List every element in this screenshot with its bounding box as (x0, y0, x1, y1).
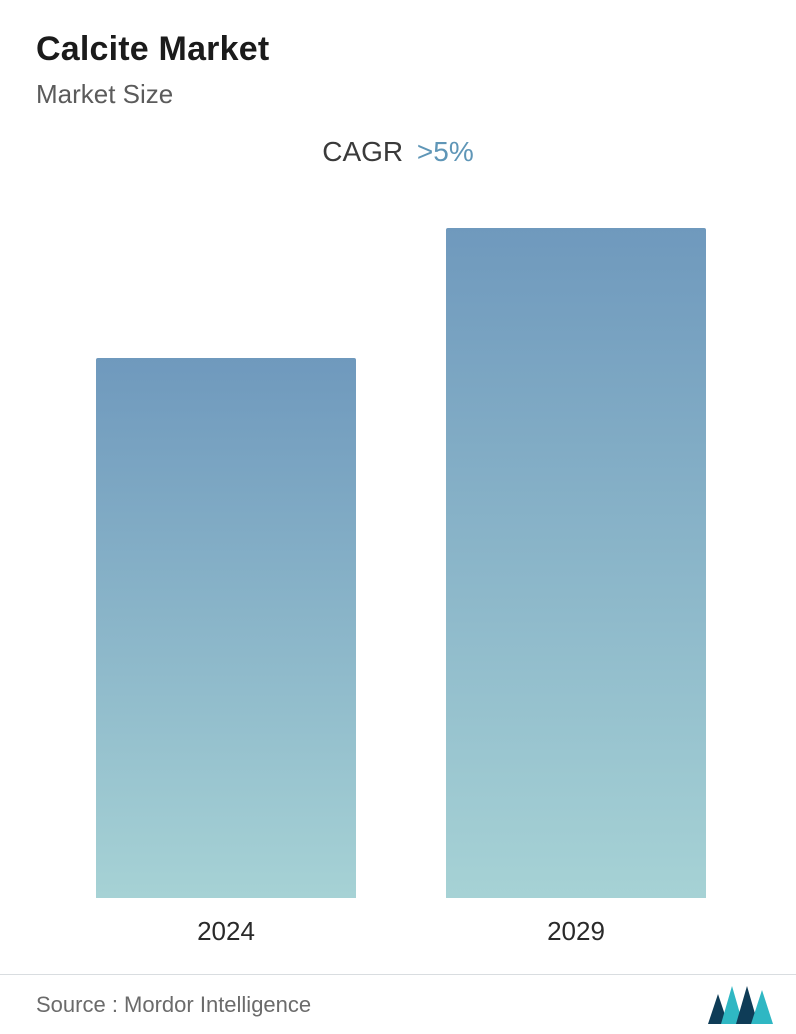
bar-2024 (96, 358, 356, 898)
page-subtitle: Market Size (36, 79, 760, 110)
x-axis-labels: 2024 2029 (36, 916, 760, 956)
cagr-value: >5% (417, 136, 474, 167)
bar-2029 (446, 228, 706, 898)
x-label-2029: 2029 (446, 916, 706, 947)
cagr-row: CAGR >5% (36, 136, 760, 168)
source-text: Source : Mordor Intelligence (36, 992, 311, 1018)
footer: Source : Mordor Intelligence (0, 974, 796, 1034)
page-title: Calcite Market (36, 30, 760, 69)
market-card: Calcite Market Market Size CAGR >5% 2024… (0, 0, 796, 1034)
x-label-2024: 2024 (96, 916, 356, 947)
cagr-label: CAGR (322, 136, 403, 167)
bar-chart (36, 198, 760, 898)
brand-logo-icon (708, 986, 774, 1024)
